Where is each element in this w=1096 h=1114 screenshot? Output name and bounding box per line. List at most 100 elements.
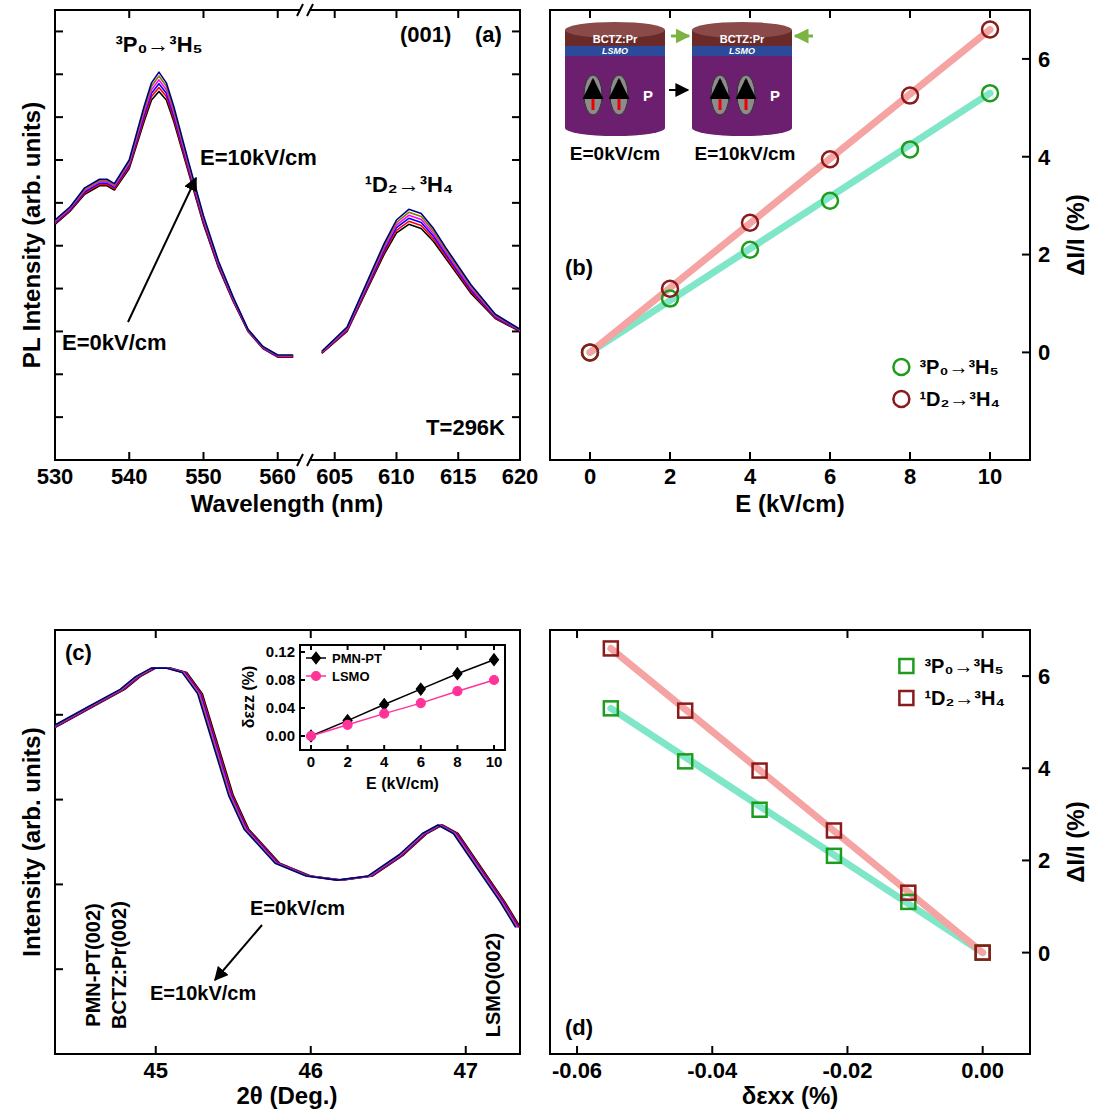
y-axis-title: PL Intensity (arb. units) <box>18 102 45 368</box>
x-tick <box>989 452 991 460</box>
y-tick <box>512 245 520 247</box>
data-point <box>827 849 841 863</box>
data-point <box>582 344 598 360</box>
data-point <box>306 732 315 741</box>
y-tick <box>300 735 305 737</box>
y-tick <box>55 968 63 970</box>
x-tick <box>202 10 204 18</box>
series-line <box>322 212 520 351</box>
data-point <box>976 946 990 960</box>
x-tick-label: 47 <box>454 1058 478 1083</box>
y-tick <box>55 73 63 75</box>
data-point <box>901 895 915 909</box>
data-point <box>380 709 389 718</box>
y-tick <box>55 714 63 716</box>
x-tick-label: 10 <box>978 464 1002 489</box>
arrow <box>128 178 196 322</box>
x-tick-label: 620 <box>502 464 539 489</box>
x-tick <box>589 452 591 460</box>
data-point <box>982 22 998 38</box>
x-tick <box>277 10 279 18</box>
x-tick-label: 530 <box>37 464 74 489</box>
panel-title: (b) <box>565 255 593 280</box>
arrow <box>215 925 262 980</box>
plot-area <box>55 668 520 927</box>
panel-title: (a) <box>475 22 502 47</box>
legend: ³P₀→³H₅¹D₂→³H₄ <box>899 655 1005 709</box>
series-line <box>322 221 520 352</box>
schematic-label: E=10kV/cm <box>695 143 796 164</box>
panel-2: 02468100246E (kV/cm)ΔI/I (%)³P₀→³H₅¹D₂→³… <box>550 10 1089 517</box>
legend-marker <box>899 691 913 705</box>
data-point <box>490 654 499 666</box>
annotation: PMN-PT(002) <box>82 903 104 1026</box>
axis-line <box>54 10 56 460</box>
y-tick <box>512 159 520 161</box>
axis-line <box>55 629 520 631</box>
x-tick <box>589 10 591 18</box>
axis-line <box>519 10 521 460</box>
x-tick <box>155 1046 157 1054</box>
y-tick <box>1022 351 1030 353</box>
series-line <box>55 76 293 355</box>
y-tick <box>55 288 63 290</box>
x-tick-label: -0.02 <box>822 1058 872 1083</box>
y-tick <box>512 416 520 418</box>
annotation: E=10kV/cm <box>150 982 256 1004</box>
x-tick <box>456 645 458 650</box>
x-tick <box>457 452 459 460</box>
x-axis-title: E (kV/cm) <box>366 775 439 792</box>
series-line <box>322 224 520 353</box>
x-tick <box>829 10 831 18</box>
y-tick <box>55 159 63 161</box>
x-tick <box>749 10 751 18</box>
axis-line <box>549 630 551 1054</box>
y-tick <box>55 799 63 801</box>
x-axis-title: δεxx (%) <box>742 1082 839 1109</box>
data-point <box>901 886 915 900</box>
y-tick <box>1022 58 1030 60</box>
annotation: E=0kV/cm <box>62 330 167 355</box>
domain <box>610 75 628 115</box>
y-tick <box>512 373 520 375</box>
legend-marker <box>893 359 909 375</box>
y-axis-title: δεzz (%) <box>240 666 257 729</box>
data-point <box>753 764 767 778</box>
panel-title: (c) <box>65 640 92 665</box>
data-point <box>604 701 618 715</box>
y-tick <box>55 30 63 32</box>
legend-label: ¹D₂→³H₄ <box>919 388 1000 410</box>
series-line <box>55 668 518 927</box>
y-tick <box>55 373 63 375</box>
axis-line <box>1029 630 1031 1054</box>
x-tick <box>310 1046 312 1054</box>
x-tick-label: 560 <box>259 464 296 489</box>
x-tick-label: 0 <box>584 464 596 489</box>
panel-4: 02468100.000.040.080.12E (kV/cm)δεzz (%)… <box>240 643 505 792</box>
y-tick <box>512 73 520 75</box>
polarization-arrow <box>618 80 621 110</box>
x-tick <box>519 10 521 18</box>
strain-arrow <box>795 35 813 38</box>
axis-line <box>504 645 506 750</box>
x-axis-title: Wavelength (nm) <box>191 490 383 517</box>
data-point <box>453 668 462 680</box>
annotation: T=296K <box>426 415 505 440</box>
panel-5: -0.06-0.04-0.020.000246δεxx (%)ΔI/I (%)³… <box>550 630 1089 1109</box>
lsmo-layer <box>565 46 665 56</box>
y-tick <box>55 202 63 204</box>
axis-line <box>54 630 56 1054</box>
y-tick-label: 2 <box>1038 848 1050 873</box>
panel-3: 4546472θ (Deg.)Intensity (arb. units)(c)… <box>18 630 520 1109</box>
data-point <box>604 641 618 655</box>
legend: PMN-PTLSMO <box>306 651 382 684</box>
legend-label: ³P₀→³H₅ <box>924 655 1003 677</box>
x-axis-title: E (kV/cm) <box>735 490 844 517</box>
axis-line <box>310 9 520 11</box>
schematic-label: E=0kV/cm <box>570 143 660 164</box>
y-tick-label: 0 <box>1038 941 1050 966</box>
substrate <box>692 55 792 136</box>
domain <box>737 75 755 115</box>
x-tick <box>202 452 204 460</box>
y-tick <box>1022 254 1030 256</box>
